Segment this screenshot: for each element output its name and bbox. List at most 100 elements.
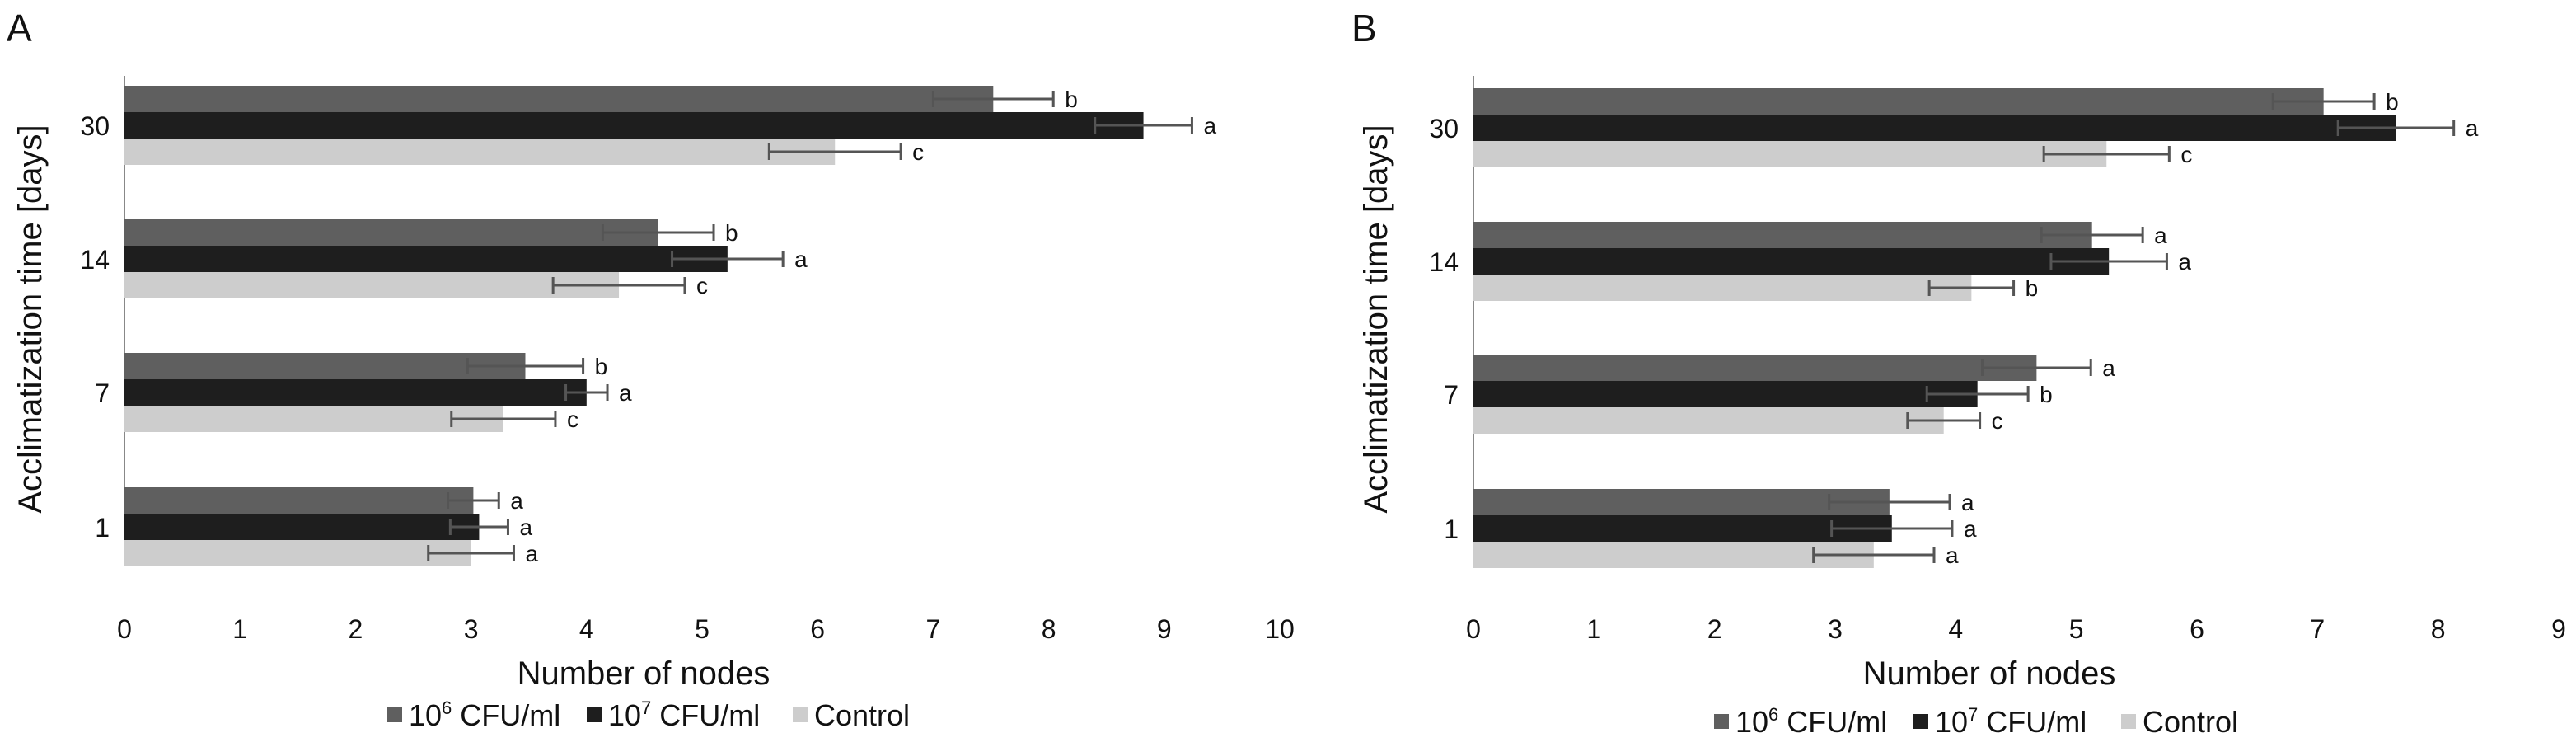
significance-letter: a [1946, 543, 1959, 568]
significance-letter: a [519, 514, 532, 540]
significance-letter: c [567, 406, 578, 432]
significance-letter: c [912, 139, 924, 165]
bar [124, 540, 471, 566]
bar [124, 112, 1144, 139]
legend-label-base: Control [814, 698, 910, 732]
x-tick-label: 8 [2431, 614, 2446, 644]
x-tick-label: 8 [1042, 614, 1056, 644]
legend-label-base: 10 [1935, 705, 1968, 739]
x-tick-label: 0 [1466, 614, 1481, 644]
bar [1473, 407, 1944, 434]
legend-swatch [1714, 714, 1729, 729]
legend-swatch [587, 707, 602, 722]
panel-letter: B [1351, 7, 1377, 49]
legend-label-base: 10 [1735, 705, 1768, 739]
legend-label: 106 CFU/ml [1735, 704, 1887, 739]
bar [1473, 542, 1874, 568]
bar [1473, 515, 1892, 542]
legend-label-exponent: 7 [1968, 704, 1978, 725]
significance-letter: a [2178, 249, 2191, 275]
bar [124, 514, 480, 540]
x-tick-label: 5 [2069, 614, 2084, 644]
legend-label: 106 CFU/ml [409, 698, 560, 732]
y-tick-label: 1 [95, 513, 110, 543]
bar [1473, 88, 2324, 115]
significance-letter: a [1964, 516, 1977, 542]
legend-label: 107 CFU/ml [1935, 704, 2087, 739]
significance-letter: b [2386, 89, 2399, 115]
legend-label-unit: CFU/ml [1978, 705, 2087, 739]
legend-label-exponent: 6 [1768, 704, 1778, 725]
bar [124, 406, 503, 432]
bar [1473, 115, 2396, 141]
bar [124, 379, 587, 406]
y-axis-title: Acclimatization time [days] [12, 124, 49, 513]
significance-letter: a [1203, 113, 1216, 139]
legend-label-unit: CFU/ml [1778, 705, 1887, 739]
legend-label: Control [814, 698, 910, 732]
x-tick-label: 3 [1828, 614, 1843, 644]
legend-swatch [793, 707, 808, 722]
x-tick-label: 3 [464, 614, 479, 644]
y-tick-label: 14 [1429, 247, 1459, 277]
x-tick-label: 6 [810, 614, 825, 644]
y-tick-label: 14 [80, 245, 110, 275]
legend-label-unit: CFU/ml [651, 698, 760, 732]
x-tick-label: 2 [1707, 614, 1722, 644]
x-axis-title: Number of nodes [1863, 655, 2116, 692]
legend-label-unit: CFU/ml [452, 698, 560, 732]
significance-letter: b [1065, 87, 1078, 112]
legend-swatch [2121, 714, 2136, 729]
bar [124, 139, 836, 165]
x-tick-label: 9 [1157, 614, 1172, 644]
y-tick-label: 7 [95, 378, 110, 408]
x-tick-label: 9 [2551, 614, 2566, 644]
significance-letter: b [2026, 275, 2039, 301]
x-tick-label: 10 [1265, 614, 1295, 644]
bar [1473, 222, 2092, 248]
significance-letter: c [696, 273, 708, 298]
y-tick-label: 30 [80, 111, 110, 141]
bar [124, 86, 994, 112]
significance-letter: c [1992, 408, 2003, 434]
x-tick-label: 0 [117, 614, 132, 644]
x-tick-label: 6 [2190, 614, 2204, 644]
x-tick-label: 2 [349, 614, 363, 644]
legend-label-exponent: 7 [641, 698, 651, 718]
x-axis-title: Number of nodes [518, 655, 770, 692]
y-tick-label: 7 [1444, 380, 1459, 410]
legend-swatch [1913, 714, 1928, 729]
significance-letter: b [725, 220, 738, 246]
bar [1473, 141, 2107, 167]
legend-swatch [387, 707, 402, 722]
x-tick-label: 4 [579, 614, 594, 644]
x-tick-label: 7 [926, 614, 941, 644]
bar [1473, 275, 1972, 301]
bar [124, 272, 620, 298]
panel-letter: A [7, 7, 32, 49]
legend-label-base: 10 [608, 698, 641, 732]
legend-label: Control [2143, 705, 2238, 739]
legend-label-base: Control [2143, 705, 2238, 739]
legend-label-exponent: 6 [442, 698, 452, 718]
bar [1473, 355, 2037, 381]
significance-letter: c [2180, 142, 2192, 167]
y-tick-label: 1 [1444, 514, 1459, 544]
significance-letter: b [595, 354, 608, 379]
y-tick-label: 30 [1429, 114, 1459, 143]
bar [124, 487, 474, 514]
significance-letter: a [619, 380, 632, 406]
bar [1473, 489, 1890, 515]
significance-letter: a [510, 488, 523, 514]
bar [124, 219, 658, 246]
significance-letter: a [2102, 355, 2115, 381]
significance-letter: a [525, 541, 538, 566]
x-tick-label: 4 [1948, 614, 1963, 644]
significance-letter: a [794, 247, 808, 272]
y-axis-title: Acclimatization time [days] [1358, 124, 1394, 513]
legend-label: 107 CFU/ml [608, 698, 760, 732]
bar [124, 246, 728, 272]
x-tick-label: 1 [232, 614, 247, 644]
